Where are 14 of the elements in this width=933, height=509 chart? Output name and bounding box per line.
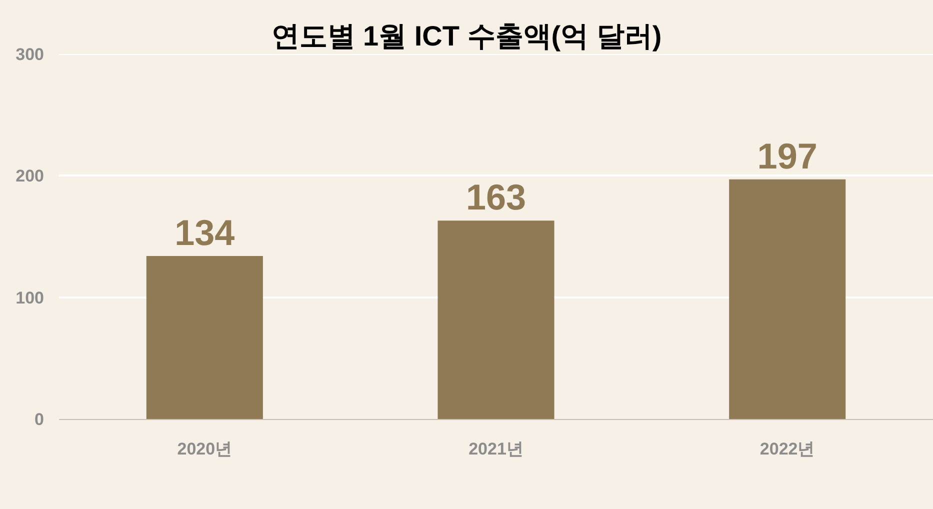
y-tick-label: 0 [34,410,44,429]
bar [729,179,846,419]
x-tick-label: 2021년 [468,439,524,458]
data-label: 134 [174,212,235,253]
y-tick-label: 100 [16,288,44,308]
x-tick-label: 2020년 [177,439,232,458]
x-tick-label: 2022년 [760,439,815,458]
data-label: 163 [466,176,526,218]
bar [438,220,554,419]
y-tick-label: 300 [16,44,44,64]
chart-title: 연도별 1월 ICT 수출액(억 달러) [271,20,662,52]
bar [146,256,263,419]
data-label: 197 [757,135,818,176]
y-tick-label: 200 [16,166,44,186]
